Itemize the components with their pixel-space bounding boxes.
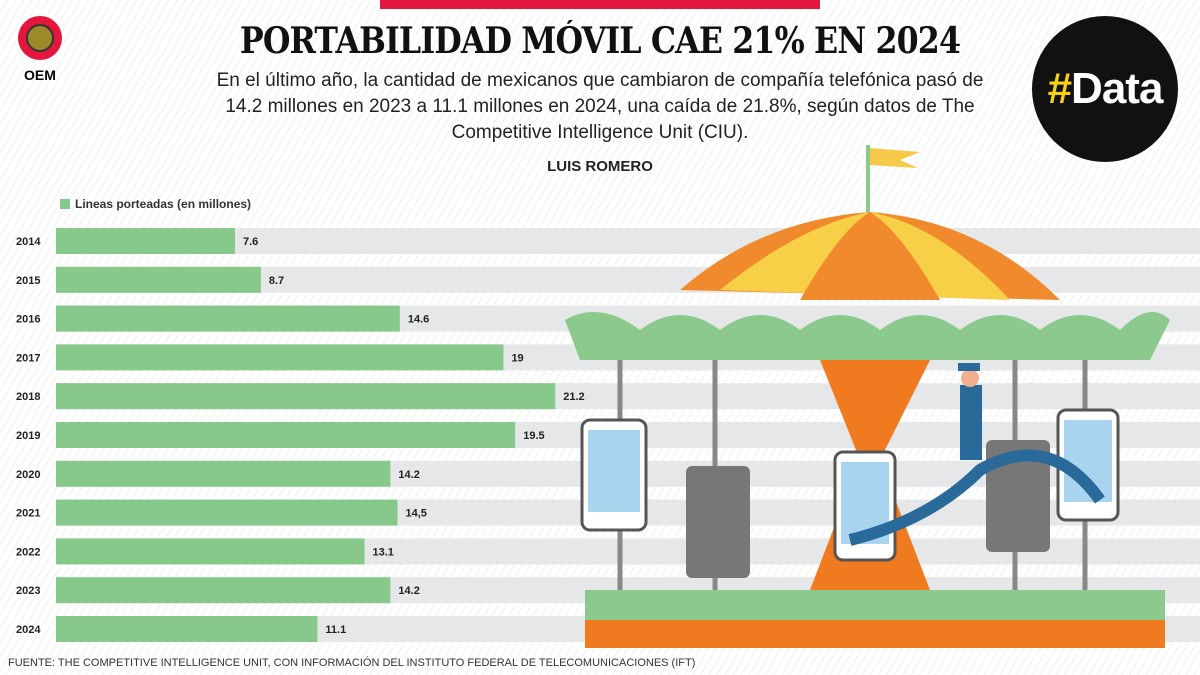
bar-track	[56, 228, 1200, 254]
svg-text:OEM: OEM	[24, 67, 56, 83]
value-label: 21.2	[563, 391, 584, 403]
value-label: 19	[511, 352, 523, 364]
category-label: 2015	[16, 275, 40, 287]
source-note: FUENTE: THE COMPETITIVE INTELLIGENCE UNI…	[8, 657, 696, 669]
bar-2018	[56, 383, 556, 410]
value-label: 14.2	[398, 585, 419, 597]
data-badge: # Data	[1032, 16, 1178, 162]
page-title: PORTABILIDAD MÓVIL CAE 21% EN 2024	[239, 20, 961, 62]
value-label: 14.6	[408, 314, 429, 326]
author: LUIS ROMERO	[547, 158, 653, 175]
category-label: 2023	[16, 585, 40, 597]
value-label: 8.7	[269, 275, 284, 287]
subtitle: En el último año, la cantidad de mexican…	[216, 70, 984, 143]
bar-2019	[56, 422, 516, 448]
carousel-illustration	[565, 145, 1170, 648]
value-label: 7.6	[243, 236, 258, 248]
bar-2015	[56, 266, 261, 293]
category-label: 2024	[16, 624, 41, 636]
bar-2014	[56, 228, 235, 254]
category-label: 2014	[16, 236, 41, 248]
category-label: 2020	[16, 469, 40, 481]
bar-2020	[56, 460, 391, 487]
category-label: 2022	[16, 546, 40, 558]
bar-2023	[56, 577, 391, 604]
bar-2021	[56, 499, 398, 526]
category-label: 2017	[16, 352, 40, 364]
category-label: 2019	[16, 430, 40, 442]
value-label: 19.5	[523, 430, 544, 442]
legend-label: Lineas porteadas (en millones)	[75, 197, 252, 211]
oem-logo: OEM	[18, 16, 62, 83]
bar-2017	[56, 344, 504, 371]
category-label: 2018	[16, 391, 40, 403]
category-label: 2021	[16, 508, 40, 520]
legend-swatch	[60, 199, 70, 209]
value-label: 14,5	[405, 508, 426, 520]
bar-2024	[56, 616, 318, 642]
value-label: 14.2	[398, 469, 419, 481]
bar-2022	[56, 538, 365, 565]
accent-bar	[380, 0, 820, 9]
category-label: 2016	[16, 314, 40, 326]
bar-2016	[56, 305, 400, 332]
value-label: 11.1	[325, 624, 346, 636]
legend: Lineas porteadas (en millones)	[60, 197, 251, 211]
value-label: 13.1	[373, 546, 394, 558]
